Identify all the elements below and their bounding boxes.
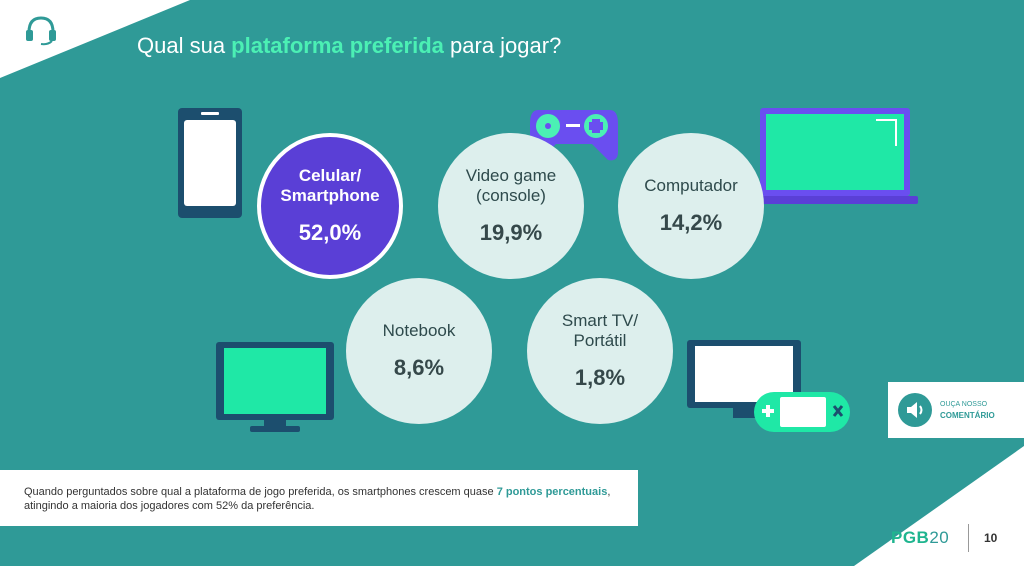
bubble-computer: Computador 14,2% — [618, 133, 764, 279]
footnote: Quando perguntados sobre qual a platafor… — [0, 470, 638, 526]
audio-button-line1: OUÇA NOSSO — [940, 401, 988, 408]
laptop-icon — [756, 108, 918, 204]
brand-logo: PGB20 — [891, 528, 950, 547]
corner-decoration-bottom-right — [854, 446, 1024, 566]
bubble-notebook: Notebook 8,6% — [346, 278, 492, 424]
bubble-smarttv: Smart TV/ Portátil 1,8% — [527, 278, 673, 424]
footnote-bold: 7 pontos percentuais — [496, 486, 608, 498]
title-highlight: plataforma preferida — [231, 33, 444, 58]
smartphone-icon — [178, 108, 242, 218]
monitor-icon — [216, 342, 334, 432]
speaker-icon-wrap — [898, 393, 932, 427]
bubble-value: 1,8% — [574, 365, 626, 390]
listen-comment-button[interactable]: OUÇA NOSSO COMENTÁRIO — [888, 382, 1024, 438]
bubble-label: Celular/ Smartphone — [280, 166, 380, 205]
bubble-value: 52,0% — [298, 220, 362, 245]
bubble-label: Video game (console) — [465, 166, 557, 205]
bubble-value: 14,2% — [659, 210, 723, 235]
bubble-smartphone: Celular/ Smartphone 52,0% — [257, 133, 403, 279]
page-title: Qual sua plataforma preferida para jogar… — [137, 33, 562, 58]
handheld-console-icon — [754, 392, 850, 432]
bubble-value: 19,9% — [479, 220, 543, 245]
bubble-console: Video game (console) 19,9% — [438, 133, 584, 279]
headset-icon — [26, 16, 56, 46]
bubble-label: Notebook — [382, 321, 456, 340]
bubble-value: 8,6% — [393, 355, 445, 380]
speaker-icon — [907, 402, 923, 418]
page-number: 10 — [984, 531, 998, 545]
footer-divider — [968, 524, 969, 552]
bubble-label: Computador — [644, 176, 738, 195]
bubble-label: Smart TV/ Portátil — [561, 311, 639, 350]
audio-button-line2: COMENTÁRIO — [940, 411, 995, 420]
